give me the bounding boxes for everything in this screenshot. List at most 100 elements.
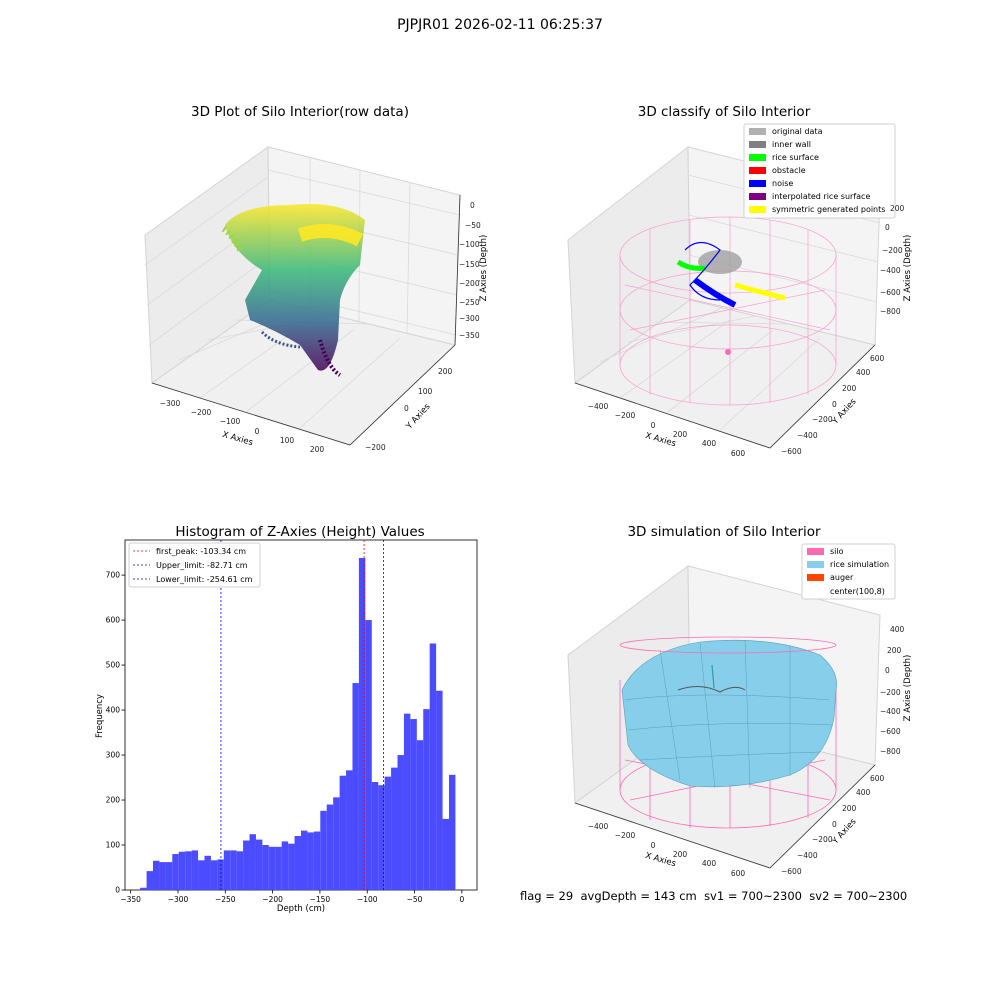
histogram-bar <box>423 709 430 890</box>
legend-label: inner wall <box>772 140 811 149</box>
histogram-bar <box>243 840 250 890</box>
plot4-z-ticks: 400 200 0 −200 −400 −600 −800 <box>880 625 905 756</box>
tick-label: −200 <box>882 246 903 255</box>
histogram-bar <box>275 846 282 890</box>
histogram-bar <box>442 818 449 890</box>
tick-label: 400 <box>856 788 871 797</box>
histogram-bar <box>436 690 443 890</box>
tick-label: −100 <box>357 895 378 904</box>
histogram-bar <box>371 782 379 890</box>
histogram-bar <box>230 850 237 890</box>
tick-label: 200 <box>673 430 688 439</box>
plot4-title: 3D simulation of Silo Interior <box>627 524 821 540</box>
tick-label: 0 <box>115 886 120 895</box>
plot2-legend: original data inner wall rice surface ob… <box>743 123 896 219</box>
tick-label: 300 <box>106 751 121 760</box>
tick-label: 400 <box>890 625 905 634</box>
histogram-bar <box>346 770 353 890</box>
tick-label: 200 <box>106 796 121 805</box>
legend-swatch <box>749 206 766 213</box>
histogram-bar <box>410 719 417 890</box>
tick-label: 0 <box>832 820 837 829</box>
tick-label: −200 <box>615 411 636 420</box>
plot4-zlabel: Z Axies (Depth) <box>903 655 913 722</box>
tick-label: −600 <box>880 727 901 736</box>
tick-label: −600 <box>880 288 901 297</box>
status-footer: flag = 29 avgDepth = 143 cm sv1 = 700~23… <box>520 889 907 903</box>
histogram-bar <box>358 557 366 890</box>
histogram-bar <box>178 851 186 890</box>
histogram-xlabel: Depth (cm) <box>277 904 325 914</box>
legend-label: first_peak: -103.34 cm <box>156 547 246 556</box>
tick-label: 0 <box>459 895 464 904</box>
tick-label: 400 <box>702 439 717 448</box>
avg-depth-text: avgDepth = 143 cm <box>580 889 697 903</box>
tick-label: 200 <box>673 850 688 859</box>
tick-label: 0 <box>404 404 409 413</box>
plot4-legend: silo rice simulation auger center(100,8) <box>801 543 896 600</box>
histogram-legend: first_peak: -103.34 cm Upper_limit: -82.… <box>128 542 261 588</box>
tick-label: 600 <box>106 616 121 625</box>
histogram-bar <box>223 850 231 890</box>
plot1-z-ticks: 0 −50 −100 −150 −200 −250 −300 −350 <box>459 201 481 340</box>
histogram-bar <box>333 797 340 890</box>
plot1-y-ticks: −200 0 100 200 <box>365 367 453 452</box>
tick-label: −200 <box>812 415 833 424</box>
tick-label: −200 <box>191 408 212 417</box>
histogram-bar <box>301 830 308 890</box>
tick-label: 0 <box>651 841 656 850</box>
plot4-y-ticks: −600 −400 −200 0 200 400 600 <box>781 774 885 876</box>
histogram-bar <box>339 775 347 890</box>
histogram-bar <box>236 851 244 890</box>
tick-label: −200 <box>365 443 386 452</box>
flag-text: flag = 29 <box>520 889 574 903</box>
tick-label: −400 <box>797 851 818 860</box>
sv2-text: sv2 = 700~2300 <box>809 889 908 903</box>
legend-label: Upper_limit: -82.71 cm <box>156 561 248 570</box>
histogram-x-ticks: −350 −300 −250 −200 −150 −100 −50 0 <box>120 890 464 904</box>
tick-label: −250 <box>459 298 480 307</box>
plot2-zlabel: Z Axies (Depth) <box>903 235 913 302</box>
histogram-bar <box>185 851 192 890</box>
histogram-bar <box>416 740 424 890</box>
tick-label: −600 <box>781 867 802 876</box>
plot2-y-ticks: −600 −400 −200 0 200 400 600 <box>781 354 885 456</box>
legend-label: silo <box>830 547 844 556</box>
tick-label: 0 <box>255 427 260 436</box>
histogram-bar <box>172 854 179 890</box>
legend-swatch <box>749 180 766 187</box>
histogram-bar <box>191 850 199 890</box>
histogram-chart: −350 −300 −250 −200 −150 −100 −50 0 0 100 200 300 4… <box>95 539 478 914</box>
tick-label: 600 <box>870 774 885 783</box>
tick-label: 400 <box>106 706 121 715</box>
tick-label: −400 <box>797 431 818 440</box>
tick-label: −50 <box>465 221 481 230</box>
tick-label: −350 <box>120 895 141 904</box>
legend-swatch <box>749 193 766 200</box>
plot2-classified-points <box>676 241 786 355</box>
histogram-bar <box>255 839 263 890</box>
histogram-bar <box>378 785 385 890</box>
tick-label: 200 <box>842 804 857 813</box>
tick-label: 400 <box>856 368 871 377</box>
tick-label: −200 <box>615 831 636 840</box>
legend-swatch <box>807 574 824 581</box>
legend-label: Lower_limit: -254.61 cm <box>156 575 253 584</box>
tick-label: 600 <box>731 449 746 458</box>
histogram-bar <box>159 862 166 890</box>
histogram-bar <box>313 831 321 890</box>
tick-label: 200 <box>890 204 905 213</box>
legend-label: obstacle <box>772 166 806 175</box>
tick-label: −200 <box>880 688 901 697</box>
legend-swatch <box>749 167 766 174</box>
tick-label: −300 <box>168 895 189 904</box>
tick-label: 600 <box>731 869 746 878</box>
histogram-bar <box>365 620 372 890</box>
plot1-title: 3D Plot of Silo Interior(row data) <box>191 104 409 120</box>
histogram-bar <box>288 843 295 890</box>
histogram-bar <box>403 713 411 890</box>
histogram-bar <box>268 846 276 890</box>
tick-label: −200 <box>812 835 833 844</box>
histogram-bar <box>262 845 269 890</box>
legend-swatch <box>749 154 766 161</box>
